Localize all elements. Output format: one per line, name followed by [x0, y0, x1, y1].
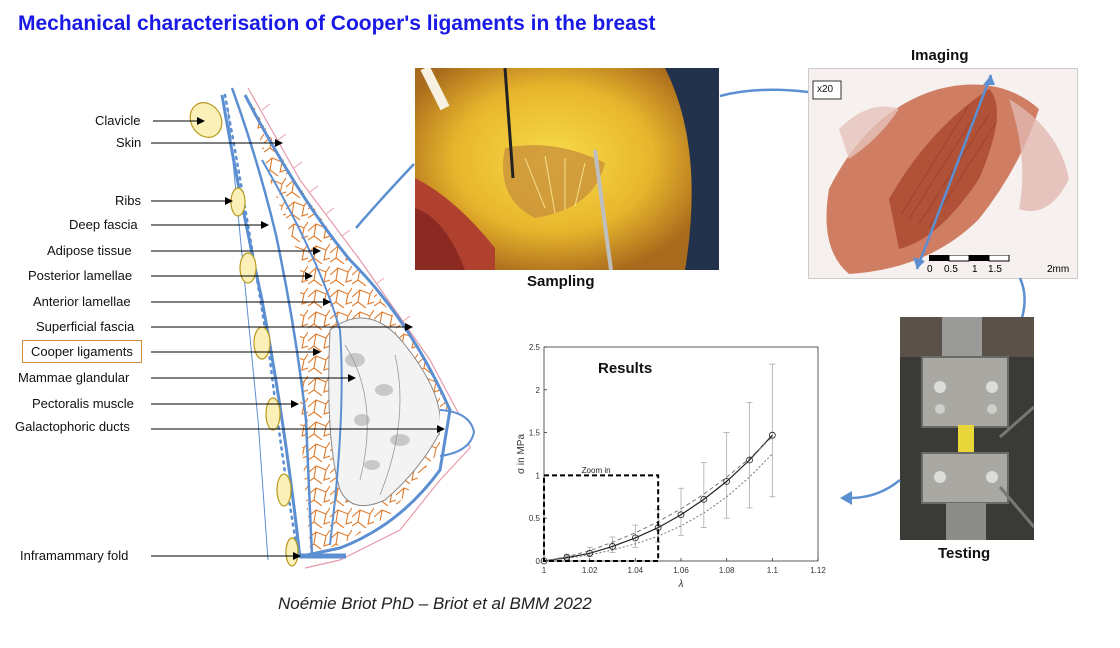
- x-axis-label: λ: [678, 579, 684, 590]
- connector-testing-results: [840, 479, 901, 505]
- x-tick-label: 1.12: [810, 566, 826, 575]
- x-tick-label: 1.1: [767, 566, 779, 575]
- y-tick-label: 2.5: [529, 343, 541, 352]
- scale-tick-0: 0: [927, 264, 933, 275]
- label-skin: Skin: [116, 135, 142, 150]
- chart-title: Results: [598, 360, 652, 377]
- label-posterior-lamellae: Posterior lamellae: [28, 268, 133, 283]
- x-tick-label: 1.02: [582, 566, 598, 575]
- x-tick-label: 1.06: [673, 566, 689, 575]
- label-deep-fascia: Deep fascia: [69, 217, 138, 232]
- data-point: [631, 534, 639, 542]
- caption-imaging: Imaging: [911, 47, 969, 64]
- data-point: [723, 477, 731, 485]
- y-tick-label: 2: [536, 386, 541, 395]
- caption-sampling: Sampling: [527, 273, 595, 290]
- scale-tick-1: 0.5: [944, 264, 958, 275]
- connector-sampling-imaging: [719, 88, 809, 98]
- zoom-annotation: Zoom in: [582, 466, 611, 475]
- series-line: [543, 434, 773, 562]
- label-anterior-lamellae: Anterior lamellae: [33, 294, 131, 309]
- label-cooper-ligaments: Cooper ligaments: [22, 340, 142, 363]
- y-tick-label: 1.5: [529, 429, 541, 438]
- credit-line: Noémie Briot PhD – Briot et al BMM 2022: [278, 594, 592, 613]
- series-line: [543, 453, 773, 562]
- y-tick-label: 0: [536, 557, 541, 566]
- scale-tick-4: 2mm: [1047, 264, 1070, 275]
- scale-tick-3: 1.5: [988, 264, 1002, 275]
- results-chart: 1 1.02 1.04 1.06 1.08 1.1 1.12 0 0.5 1 1.5 2 2.5 λ σ i…: [516, 343, 826, 590]
- y-tick-label: 0.5: [529, 514, 541, 523]
- label-adipose-tissue: Adipose tissue: [47, 243, 132, 258]
- breast-anatomy-diagram: [151, 87, 476, 569]
- connector-imaging-testing: [1018, 277, 1026, 319]
- label-clavicle: Clavicle: [95, 113, 141, 128]
- x-tick-label: 1.08: [719, 566, 735, 575]
- scale-tick-2: 1: [972, 264, 978, 275]
- data-point: [768, 431, 776, 439]
- label-inframammary-fold: Inframammary fold: [20, 548, 129, 563]
- label-galactophoric-ducts: Galactophoric ducts: [15, 419, 130, 434]
- testing-photo: [900, 317, 1034, 540]
- data-point: [609, 543, 616, 550]
- imaging-photo: x20 0 0.5 1 1.5 2mm: [808, 68, 1078, 279]
- magnification-label: x20: [817, 84, 834, 95]
- zoom-box: [543, 474, 660, 562]
- data-point: [586, 549, 594, 557]
- sampling-photo: [415, 68, 719, 270]
- label-pectoralis-muscle: Pectoralis muscle: [32, 396, 134, 411]
- label-superficial-fascia: Superficial fascia: [36, 319, 135, 334]
- x-tick-label: 1.04: [628, 566, 644, 575]
- page-title: Mechanical characterisation of Cooper's …: [18, 12, 656, 35]
- x-tick-label: 1: [542, 566, 547, 575]
- label-ribs: Ribs: [115, 193, 142, 208]
- y-tick-label: 1: [536, 471, 541, 480]
- caption-testing: Testing: [938, 545, 991, 562]
- data-point: [700, 495, 708, 503]
- label-mammae-glandular: Mammae glandular: [18, 370, 130, 385]
- y-axis-label: σ in MPa: [516, 434, 527, 475]
- data-point: [677, 511, 685, 519]
- data-point: [746, 456, 753, 464]
- imaging-scale-bar: [929, 255, 1010, 262]
